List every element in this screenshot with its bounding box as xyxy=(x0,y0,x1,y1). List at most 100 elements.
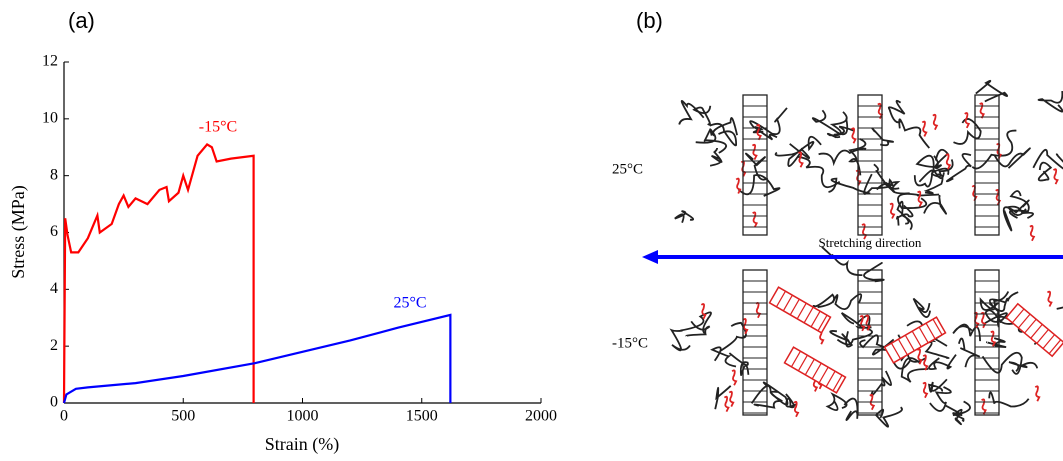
oriented-rung xyxy=(925,322,936,340)
oriented-rung xyxy=(1030,324,1043,339)
chain xyxy=(719,321,747,352)
chain xyxy=(952,400,971,426)
chain xyxy=(975,79,1009,103)
side-group xyxy=(1052,168,1059,185)
chain xyxy=(984,309,1008,324)
chain xyxy=(958,337,981,368)
series-line xyxy=(62,142,255,404)
oriented-rung xyxy=(782,294,793,312)
side-group xyxy=(751,143,758,161)
oriented-rung xyxy=(811,362,822,380)
chain xyxy=(1032,148,1063,170)
chain xyxy=(714,385,732,410)
oriented-ladder xyxy=(783,346,847,394)
y-tick-label: 10 xyxy=(42,110,58,127)
chain xyxy=(895,204,914,226)
chain xyxy=(1037,91,1063,113)
y-tick-label: 4 xyxy=(50,280,58,297)
chain xyxy=(710,346,737,368)
oriented-rung xyxy=(789,298,800,316)
side-group xyxy=(964,112,971,129)
chain xyxy=(898,118,930,149)
chain xyxy=(818,147,867,167)
chain xyxy=(870,370,892,397)
side-group xyxy=(865,314,871,331)
side-group xyxy=(889,202,896,219)
series-label: 25°C xyxy=(393,295,426,312)
row-label: -15°C xyxy=(612,335,648,351)
crystal-ladder xyxy=(742,269,768,416)
chain xyxy=(993,147,1031,169)
x-tick-label: 2000 xyxy=(525,408,557,425)
x-tick-label: 1500 xyxy=(406,408,438,425)
side-group xyxy=(752,211,759,228)
oriented-rung xyxy=(1036,329,1049,344)
y-axis-label: Stress (MPa) xyxy=(8,185,29,279)
x-tick-label: 0 xyxy=(60,408,68,425)
chain xyxy=(979,291,1010,311)
side-group xyxy=(731,369,738,386)
oriented-rung xyxy=(918,326,929,344)
crystal-ladder xyxy=(857,269,883,416)
oriented-rung xyxy=(804,358,815,376)
side-group xyxy=(755,301,762,319)
side-group xyxy=(917,190,923,207)
chain xyxy=(680,311,712,334)
oriented-rung xyxy=(904,334,915,352)
chain xyxy=(873,163,896,193)
oriented-rung xyxy=(890,342,901,360)
y-tick-label: 6 xyxy=(50,223,58,240)
chain xyxy=(674,210,695,224)
oriented-ladder-box xyxy=(783,346,847,394)
chain xyxy=(1002,199,1030,232)
oriented-rung xyxy=(932,318,943,336)
diagram xyxy=(669,79,1063,428)
side-group xyxy=(850,127,857,144)
side-group xyxy=(922,381,929,399)
chain xyxy=(1037,161,1053,182)
chain xyxy=(821,246,863,277)
chain xyxy=(750,381,789,406)
y-tick-label: 8 xyxy=(50,166,58,183)
oriented-rung xyxy=(790,350,801,368)
chain xyxy=(945,152,972,183)
chain xyxy=(988,391,1030,408)
chain xyxy=(678,100,705,125)
chain xyxy=(848,138,867,176)
oriented-rung xyxy=(832,374,843,392)
side-group xyxy=(728,390,735,407)
side-group xyxy=(921,120,928,137)
chain xyxy=(915,154,945,179)
oriented-rung xyxy=(818,366,829,384)
arrow-head xyxy=(642,250,658,264)
side-group xyxy=(945,153,952,170)
chain xyxy=(692,105,712,126)
oriented-rung xyxy=(825,370,836,388)
oriented-rung xyxy=(810,310,821,328)
chain xyxy=(728,352,750,376)
oriented-rung xyxy=(803,306,814,324)
chain xyxy=(796,155,841,189)
crystal-ladder xyxy=(742,94,768,236)
panel-label: (b) xyxy=(636,8,663,33)
chain xyxy=(918,159,954,183)
side-group xyxy=(735,177,742,194)
side-group xyxy=(859,315,866,332)
chain xyxy=(831,293,863,310)
crystal-ladder xyxy=(974,94,1000,236)
chain xyxy=(871,127,894,147)
chain xyxy=(695,127,728,154)
oriented-rung xyxy=(1024,318,1037,334)
side-group xyxy=(742,318,749,335)
chain xyxy=(745,152,769,181)
chain xyxy=(896,200,913,231)
oriented-ladder xyxy=(1005,302,1063,358)
side-group xyxy=(877,102,884,120)
side-group xyxy=(756,124,762,141)
oriented-rung xyxy=(1011,308,1025,324)
side-group xyxy=(922,354,929,371)
y-tick-label: 0 xyxy=(50,394,58,411)
oriented-rung xyxy=(897,338,908,356)
oriented-rung xyxy=(1042,334,1056,349)
